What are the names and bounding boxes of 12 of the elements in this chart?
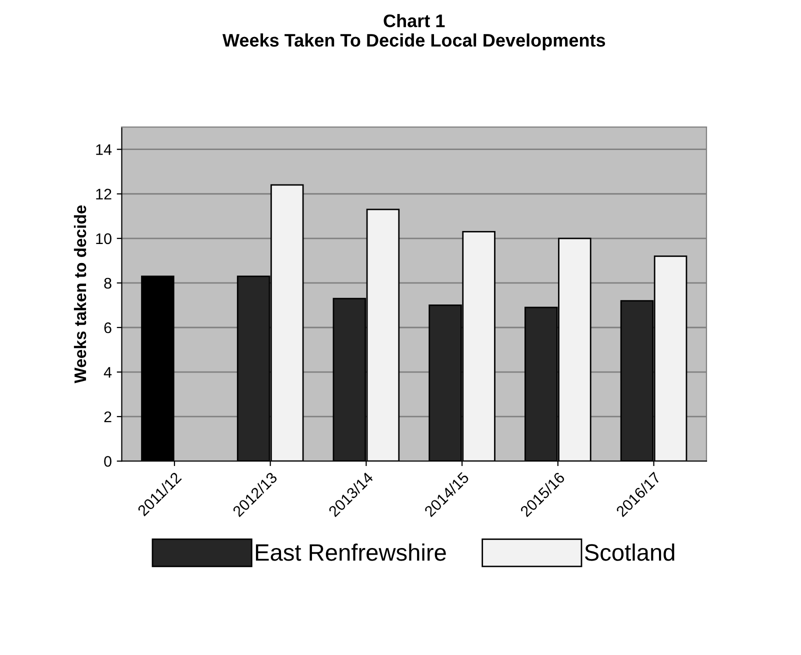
legend-label: Scotland [584, 544, 674, 561]
y-tick-label: 6 [104, 322, 112, 334]
y-tick-label: 0 [104, 456, 112, 467]
y-axis-title: Weeks taken to decide [74, 205, 86, 384]
y-tick-label: 14 [96, 144, 112, 155]
y-tick-label: 2 [104, 411, 112, 422]
y-tick-label: 8 [104, 278, 112, 289]
legend-label: East Renfrewshire [256, 544, 446, 561]
chart-title: Chart 1 Weeks Taken To Decide Local Developments [222, 14, 606, 50]
y-tick-label: 10 [96, 233, 112, 244]
y-tick-label: 4 [104, 367, 112, 378]
y-tick-label: 12 [96, 188, 112, 200]
